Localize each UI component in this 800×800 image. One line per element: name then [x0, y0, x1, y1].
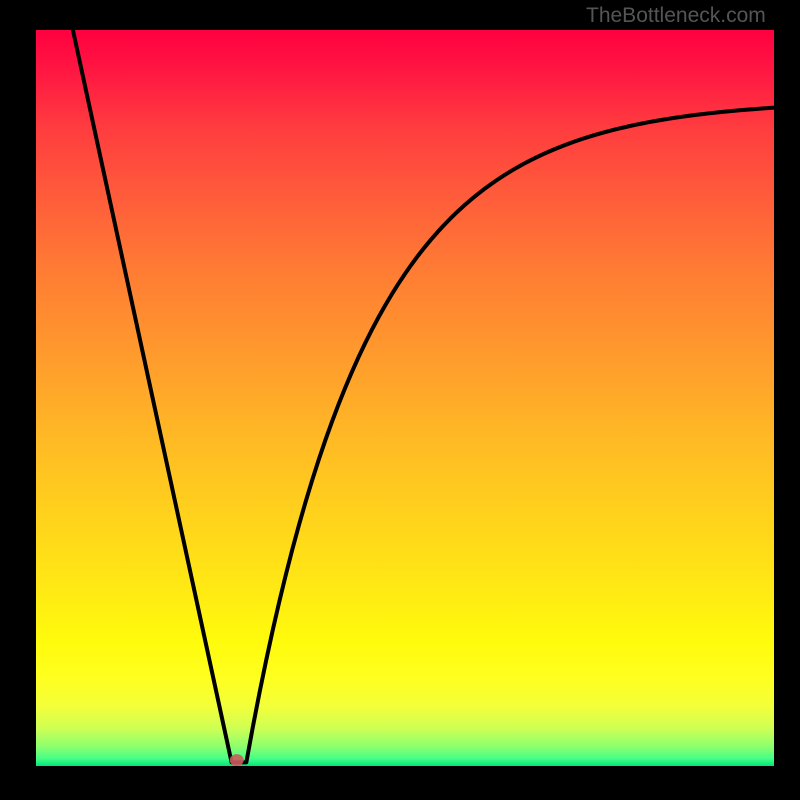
bottleneck-curve [73, 30, 774, 762]
optimum-marker [230, 754, 244, 766]
watermark-text: TheBottleneck.com [586, 4, 766, 28]
plot-area [36, 30, 774, 766]
chart-container: TheBottleneck.com [0, 0, 800, 800]
curve-layer [36, 30, 774, 766]
